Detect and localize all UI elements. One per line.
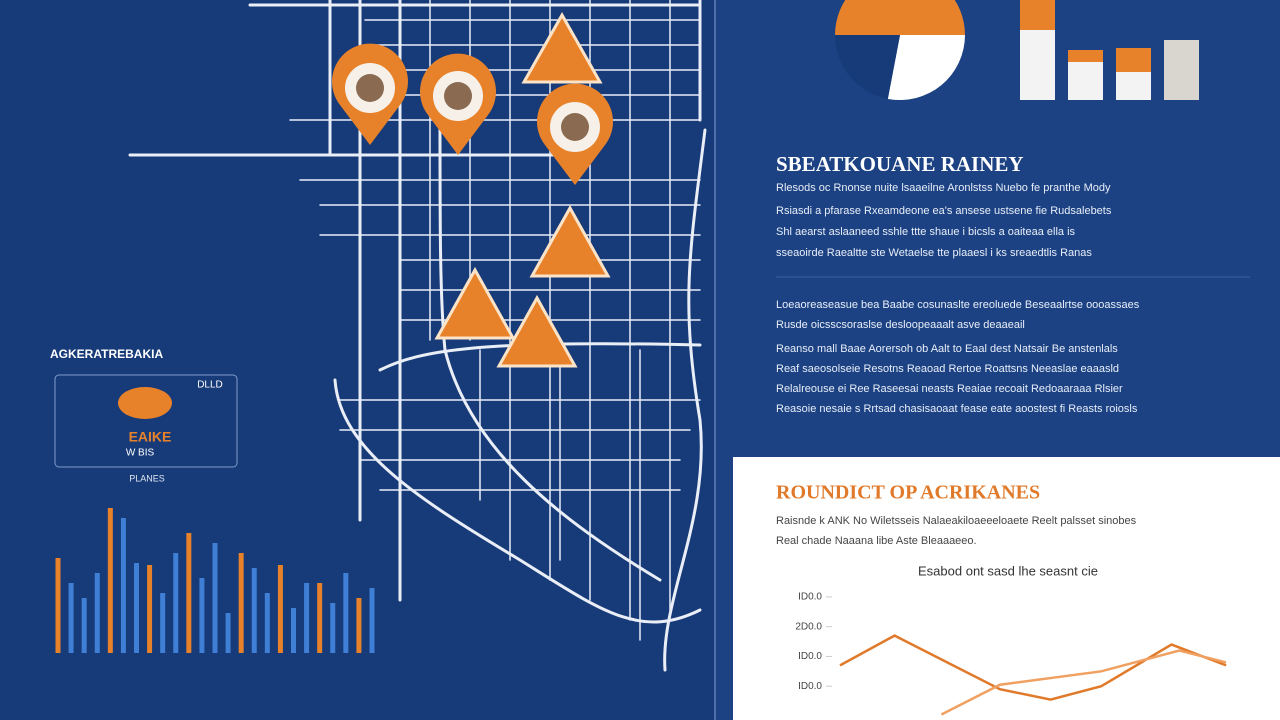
bar (277, 565, 283, 653)
bar (134, 563, 139, 653)
bar-highlight (1068, 50, 1103, 62)
card (733, 457, 1280, 720)
line (839, 634, 1227, 701)
body-text: Relalreouse ei Ree Raseesai neasts Reaia… (776, 383, 1123, 395)
bar (330, 603, 336, 653)
sidebar-caption: PLANES (129, 473, 165, 483)
sidebar-box (54, 374, 238, 468)
sidebar-corner: DLLD (197, 380, 223, 391)
bar (1164, 40, 1199, 100)
bar (225, 613, 231, 653)
line (940, 649, 1227, 716)
body-text: Rsiasdi a pfarase Rxeamdeone ea's ansese… (776, 205, 1112, 217)
sidebar-sublabel: W BIS (126, 448, 155, 459)
body-text: Real chade Naaana libe Aste Bleaaaeeo. (776, 535, 977, 547)
chart-title: Esabod ont sasd lhe seasnt cie (918, 563, 1098, 578)
pin (537, 83, 613, 185)
sidebar: AGKERATREBAKIA EAIKE W BIS DLLD PLANES (50, 347, 238, 483)
bar (147, 565, 153, 653)
bar (186, 533, 192, 653)
bar (291, 608, 296, 653)
sidebar-title: AGKERATREBAKIA (50, 347, 163, 361)
body-text: Shl aearst aslaaneed sshle ttte shaue i … (776, 226, 1076, 238)
bar (251, 568, 257, 653)
bar (369, 588, 375, 653)
map-markers (331, 11, 613, 368)
pie-slice (835, 35, 900, 99)
bar (343, 573, 349, 653)
body-text: Reaf saeosolseie Resotns Reaoad Rertoe R… (776, 363, 1119, 375)
panel-title: SBEATKOUANE RAINEY (776, 152, 1024, 176)
body-text: Rusde oicsscsoraslse desloopeaaalt asve … (776, 319, 1025, 331)
sidebar-label: EAIKE (129, 429, 172, 445)
bar (317, 583, 323, 653)
warning-sign (434, 266, 516, 340)
bar (120, 518, 126, 653)
warning-sign (521, 11, 603, 84)
body-text: sseaoirde Raealtte ste Wetaelse tte plaa… (776, 247, 1092, 259)
warning-sign (496, 294, 578, 368)
bar (68, 583, 74, 653)
body-text: Rlesods oc Rnonse nuite lsaaeilne Aronls… (776, 182, 1111, 194)
bar (356, 598, 362, 653)
bar (94, 573, 100, 653)
bar (199, 578, 205, 653)
body-text: Loeaoreaseasue bea Baabe cosunaslte ereo… (776, 299, 1140, 311)
bar (212, 543, 218, 653)
pin (420, 53, 496, 155)
warning-sign (529, 204, 611, 278)
card-title: ROUNDICT OP ACRIKANES (776, 482, 1040, 504)
y-tick-label: ID0.0 (798, 592, 822, 603)
body-text: Reanso mall Baae Aorersoh ob Aalt to Eaa… (776, 343, 1118, 355)
body-text: Reasoie nesaie s Rrtsad chasisaoaat feas… (776, 403, 1138, 415)
bar (107, 508, 113, 653)
bar (304, 583, 310, 653)
pie-slice (835, 0, 965, 35)
bar (238, 553, 244, 653)
body-text: Raisnde k ANK No Wiletsseis Nalaeakiloae… (776, 515, 1137, 527)
sidebar-icon (118, 387, 172, 419)
pin (331, 43, 408, 145)
bar-highlight (1116, 48, 1151, 72)
pie-slice (887, 35, 965, 100)
bar-highlight (1020, 0, 1055, 30)
y-tick-label: 2D0.0 (795, 621, 822, 632)
bar (160, 593, 166, 653)
bar (81, 598, 87, 653)
y-tick-label: ID0.0 (798, 651, 822, 662)
bar (264, 593, 270, 653)
bar (173, 553, 179, 653)
bar (55, 558, 61, 653)
y-tick-label: ID0.0 (798, 681, 822, 692)
